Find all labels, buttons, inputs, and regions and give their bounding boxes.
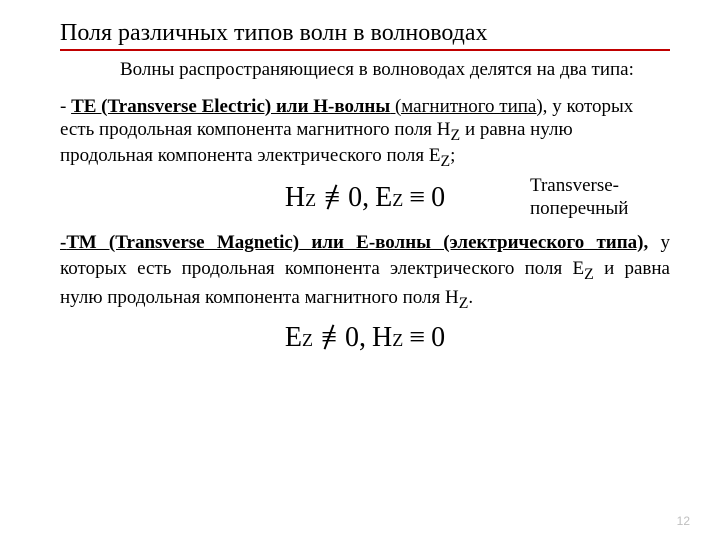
formula-2: EZ 0, HZ ≡ 0 (285, 322, 445, 354)
te-end: ; (450, 145, 455, 166)
formula-2-row: EZ 0, HZ ≡ 0 (60, 322, 670, 354)
te-lead: - (60, 96, 71, 117)
tm-sub-2: Z (459, 295, 469, 312)
identical-icon: ≡ (409, 322, 425, 354)
te-sub-2: Z (441, 153, 451, 170)
f2-H: H (372, 322, 392, 354)
slide-title: Поля различных типов волн в волноводах (60, 20, 670, 51)
page-number: 12 (677, 514, 690, 528)
f1-Ez: Z (392, 190, 403, 211)
tm-end: . (468, 287, 473, 308)
identical-icon: ≡ (409, 182, 425, 214)
f2-zero-1: 0 (345, 322, 359, 354)
f1-H: H (285, 182, 305, 214)
formula-1: HZ 0, EZ ≡ 0 (285, 182, 445, 214)
not-identical-icon (322, 182, 342, 214)
f1-comma: , (362, 182, 369, 214)
f1-zero-2: 0 (431, 182, 445, 214)
f1-Hz: Z (305, 190, 316, 211)
f1-E: E (375, 182, 392, 214)
not-identical-icon (319, 322, 339, 354)
tm-heading: ТМ (Transverse Magnetic) или Е-волны (эл… (66, 232, 648, 253)
f2-Hz: Z (392, 330, 403, 351)
f1-zero-1: 0 (348, 182, 362, 214)
f2-E: E (285, 322, 302, 354)
formula-1-row: HZ 0, EZ ≡ 0 Transverse-поперечный (60, 182, 670, 214)
te-paragraph: - ТЕ (Transverse Electric) или Н-волны (… (60, 96, 670, 172)
f2-Ez: Z (302, 330, 313, 351)
f2-zero-2: 0 (431, 322, 445, 354)
f2-comma: , (359, 322, 366, 354)
transverse-note: Transverse-поперечный (530, 175, 670, 221)
tm-sub-1: Z (584, 266, 594, 283)
tm-paragraph: -ТМ (Transverse Magnetic) или Е-волны (э… (60, 230, 670, 314)
te-heading-tail: (магнитного типа), (390, 96, 547, 117)
te-sub-1: Z (451, 126, 461, 143)
intro-text: Волны распространяющиеся в волноводах де… (60, 59, 670, 82)
te-heading: ТЕ (Transverse Electric) или Н-волны (71, 96, 390, 117)
